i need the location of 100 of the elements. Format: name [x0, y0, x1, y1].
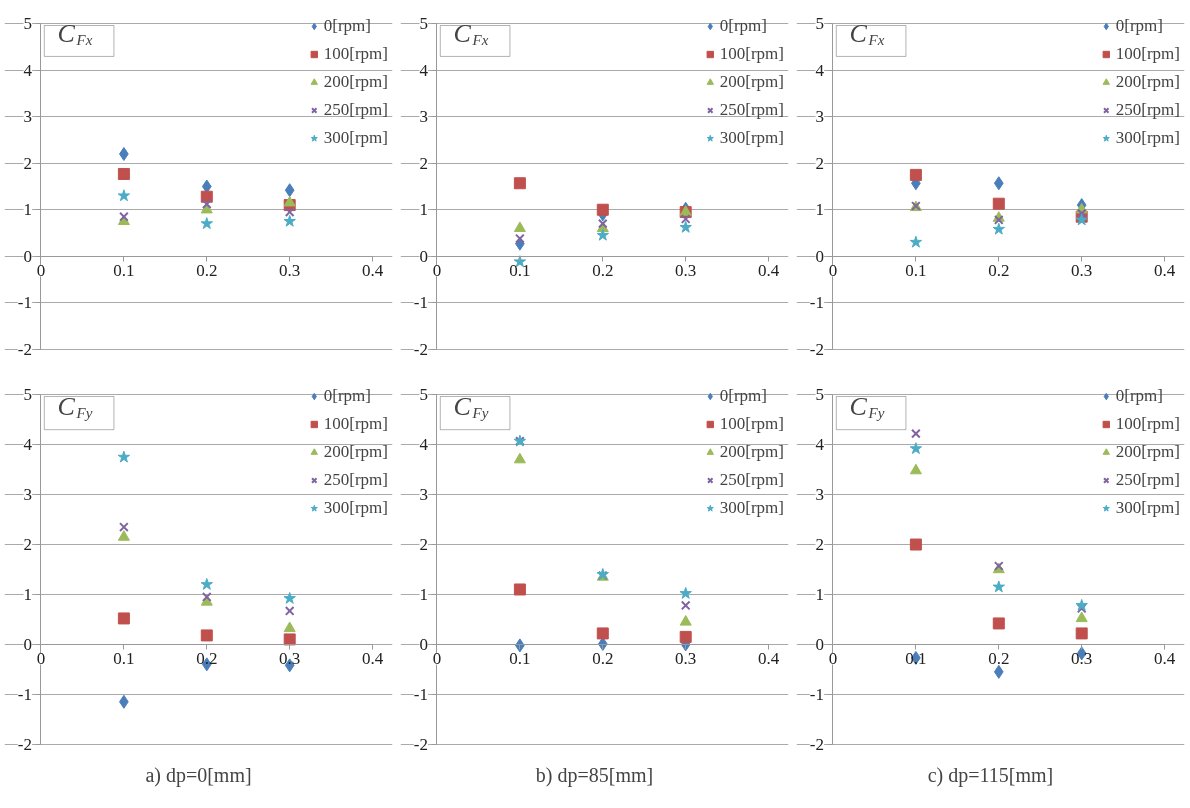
- y-tick-label: 2: [815, 535, 824, 555]
- y-tick-label: 2: [23, 153, 32, 173]
- y-tick-label: 4: [419, 435, 429, 455]
- legend-label: 300[rpm]: [719, 498, 784, 518]
- y-tick-label: 5: [23, 14, 32, 34]
- x-tick-label: 0.1: [509, 649, 531, 669]
- y-tick-label: 1: [815, 584, 824, 604]
- legend-label: 250[rpm]: [323, 100, 388, 120]
- legend-label: 250[rpm]: [1115, 100, 1180, 120]
- legend-label: 200[rpm]: [719, 72, 784, 92]
- x-tick-label: 0.4: [757, 649, 780, 669]
- chart-title: CFy: [453, 391, 489, 421]
- x-axis-title: a) dp=0[mm]: [145, 763, 252, 787]
- y-tick-label: 4: [23, 60, 33, 80]
- y-tick-label: 0: [419, 246, 428, 266]
- chart-title: CFx: [453, 19, 489, 49]
- x-tick-label: 0.4: [361, 649, 384, 669]
- x-tick-label: 0.4: [757, 261, 780, 281]
- legend-label: 300[rpm]: [323, 128, 388, 148]
- y-tick-label: 2: [419, 535, 428, 555]
- y-tick-label: 3: [23, 485, 32, 505]
- legend-label: 100[rpm]: [323, 44, 388, 64]
- y-tick-label: -2: [17, 734, 32, 754]
- x-tick-label: 0.2: [196, 649, 218, 669]
- y-tick-label: 0: [815, 634, 824, 654]
- y-tick-label: 4: [419, 60, 429, 80]
- y-tick-label: 1: [23, 584, 32, 604]
- y-tick-label: 0: [419, 634, 428, 654]
- y-tick-label: 5: [815, 385, 824, 405]
- x-tick-label: 0.4: [1153, 649, 1176, 669]
- chart-title: CFy: [57, 391, 93, 421]
- y-tick-label: 2: [815, 153, 824, 173]
- legend-label: 250[rpm]: [719, 470, 784, 490]
- y-tick-label: 4: [23, 435, 33, 455]
- x-tick-label: 0.2: [988, 649, 1010, 669]
- y-tick-label: 0: [23, 634, 32, 654]
- y-tick-label: -1: [17, 293, 32, 313]
- legend-label: 100[rpm]: [719, 414, 784, 434]
- y-tick-label: -2: [413, 339, 428, 359]
- y-tick-label: 3: [815, 485, 824, 505]
- x-tick-label: 0.3: [1071, 649, 1093, 669]
- y-tick-label: -2: [17, 339, 32, 359]
- x-tick-label: 0.3: [675, 649, 697, 669]
- x-tick-label: 0: [36, 261, 46, 281]
- x-tick-label: 0.3: [279, 649, 301, 669]
- y-tick-label: -1: [809, 293, 824, 313]
- x-tick-label: 0.1: [905, 261, 927, 281]
- legend-label: 300[rpm]: [1115, 128, 1180, 148]
- legend-label: 250[rpm]: [719, 100, 784, 120]
- y-tick-label: -2: [413, 734, 428, 754]
- y-tick-label: 2: [23, 535, 32, 555]
- legend-label: 200[rpm]: [719, 442, 784, 462]
- legend-label: 0[rpm]: [719, 386, 767, 406]
- x-axis-title: c) dp=115[mm]: [927, 763, 1054, 787]
- y-tick-label: -1: [809, 684, 824, 704]
- x-tick-label: 0: [828, 649, 838, 669]
- legend-label: 200[rpm]: [323, 72, 388, 92]
- legend-label: 250[rpm]: [323, 470, 388, 490]
- x-tick-label: 0.2: [592, 649, 614, 669]
- x-tick-label: 0.3: [675, 261, 697, 281]
- legend-label: 300[rpm]: [719, 128, 784, 148]
- legend-label: 0[rpm]: [323, 16, 371, 36]
- legend-label: 100[rpm]: [1115, 414, 1180, 434]
- y-tick-label: 3: [815, 107, 824, 127]
- y-tick-label: 0: [23, 246, 32, 266]
- y-tick-label: -2: [809, 339, 824, 359]
- y-tick-label: 1: [419, 200, 428, 220]
- legend-label: 200[rpm]: [323, 442, 388, 462]
- x-tick-label: 0.1: [509, 261, 531, 281]
- y-tick-label: 5: [23, 385, 32, 405]
- chart-title: CFx: [849, 19, 885, 49]
- legend-label: 0[rpm]: [323, 386, 371, 406]
- x-tick-label: 0.4: [361, 261, 384, 281]
- y-tick-label: 3: [23, 107, 32, 127]
- x-tick-label: 0.1: [113, 649, 135, 669]
- legend-label: 100[rpm]: [323, 414, 388, 434]
- x-tick-label: 0: [36, 649, 46, 669]
- x-tick-label: 0.2: [592, 261, 614, 281]
- y-tick-label: -1: [17, 684, 32, 704]
- x-tick-label: 0: [432, 649, 442, 669]
- y-tick-label: 2: [419, 153, 428, 173]
- legend-label: 200[rpm]: [1115, 72, 1180, 92]
- y-tick-label: 4: [815, 435, 825, 455]
- x-tick-label: 0: [828, 261, 838, 281]
- y-tick-label: 3: [419, 107, 428, 127]
- legend-label: 100[rpm]: [1115, 44, 1180, 64]
- legend-label: 300[rpm]: [1115, 498, 1180, 518]
- y-tick-label: -1: [413, 684, 428, 704]
- y-tick-label: 1: [23, 200, 32, 220]
- x-tick-label: 0.1: [113, 261, 135, 281]
- y-tick-label: 4: [815, 60, 825, 80]
- y-tick-label: 1: [815, 200, 824, 220]
- legend-label: 300[rpm]: [323, 498, 388, 518]
- chart-title: CFx: [57, 19, 93, 49]
- x-tick-label: 0.3: [279, 261, 301, 281]
- legend-label: 250[rpm]: [1115, 470, 1180, 490]
- legend-label: 200[rpm]: [1115, 442, 1180, 462]
- x-tick-label: 0.4: [1153, 261, 1176, 281]
- x-tick-label: 0: [432, 261, 442, 281]
- y-tick-label: 5: [815, 14, 824, 34]
